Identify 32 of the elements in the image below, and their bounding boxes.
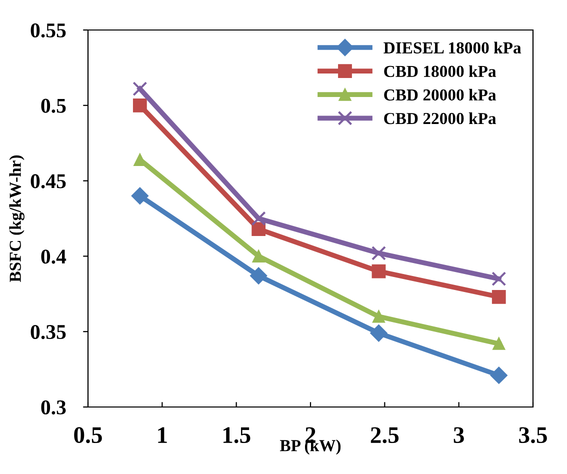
x-tick-label: 2.5: [370, 427, 399, 444]
y-tick-label: 0.45: [30, 174, 66, 188]
point: [132, 82, 148, 96]
legend-label: CBD 20000 kPa: [384, 88, 496, 101]
point: [131, 187, 148, 204]
y-tick-label: 0.55: [30, 23, 66, 38]
x-tick-label: 1.5: [223, 427, 250, 444]
y-tick-label: 0.4: [41, 250, 66, 264]
x-tick-label: 0.5: [74, 427, 102, 444]
legend-label: CBD 22000 kPa: [384, 112, 496, 124]
legend-label: DIESEL 18000 kPa: [384, 42, 522, 54]
legend-label: CBD 18000 kPa: [384, 65, 496, 78]
y-axis-title: BSFC (kg/kW-hr): [9, 155, 24, 282]
point: [371, 246, 386, 260]
point: [370, 324, 388, 342]
x-tick-label: 3.5: [519, 427, 547, 444]
point: [372, 264, 386, 278]
point: [372, 310, 385, 323]
y-tick-label: 0.3: [41, 400, 66, 415]
point: [252, 222, 266, 236]
point: [251, 211, 266, 226]
point: [490, 366, 508, 384]
y-tick-label: 0.35: [30, 324, 66, 340]
point: [252, 250, 265, 262]
point: [492, 272, 506, 286]
point: [132, 98, 147, 112]
point: [492, 337, 506, 350]
point: [250, 267, 268, 284]
x-tick-label: 1: [158, 427, 167, 443]
x-tick-label: 3: [454, 427, 464, 444]
point: [492, 290, 506, 304]
y-tick-label: 0.5: [41, 98, 66, 113]
